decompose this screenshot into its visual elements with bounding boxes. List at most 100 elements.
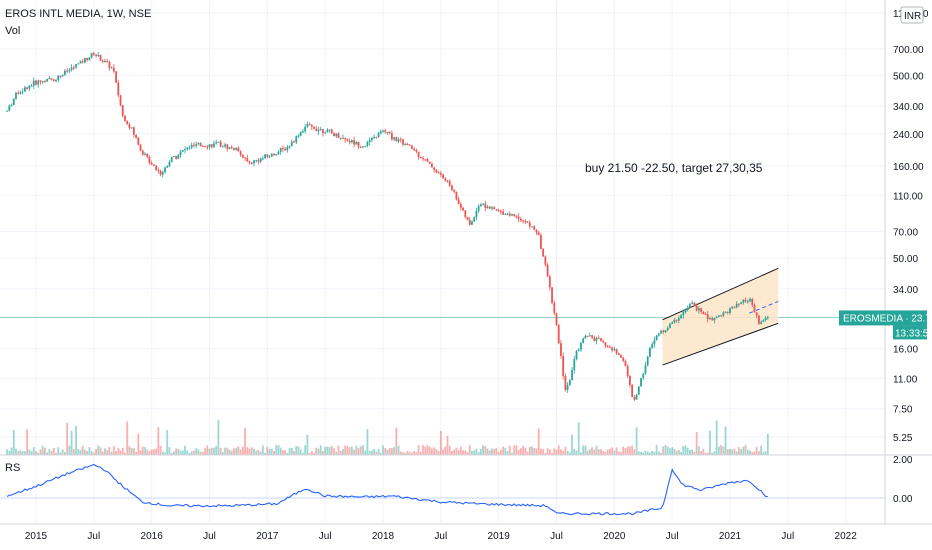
volume-bar: [177, 449, 180, 455]
volume-bar: [540, 448, 542, 455]
volume-bar: [551, 452, 553, 455]
candle-body: [302, 131, 304, 133]
volume-bar: [462, 450, 464, 455]
candle-body: [213, 143, 215, 147]
candle-body: [164, 167, 166, 172]
volume-bar: [466, 452, 469, 455]
candle-body: [210, 144, 213, 147]
volume-bar: [448, 445, 451, 455]
candle-body: [528, 222, 531, 227]
candle-body: [10, 105, 13, 107]
candle-body: [437, 172, 440, 174]
volume-bar: [77, 448, 80, 455]
volume-bar: [10, 447, 13, 455]
regression-channel[interactable]: [662, 267, 779, 366]
candle-body: [277, 151, 280, 155]
volume-bar: [335, 451, 338, 455]
candle-body: [524, 220, 527, 222]
candle-body: [604, 342, 607, 346]
volume-bar: [666, 446, 669, 455]
volume-bar: [164, 452, 166, 455]
volume-bar: [437, 450, 440, 455]
candle-body: [124, 115, 126, 121]
price-tick-label: 110.00: [893, 192, 923, 203]
volume-bar: [106, 450, 109, 455]
candle-body: [657, 333, 660, 336]
volume-bar: [615, 447, 618, 455]
candle-body: [535, 229, 538, 233]
currency-unit-label: INR: [904, 11, 921, 22]
candle-body: [370, 137, 373, 141]
candle-body: [390, 133, 393, 140]
volume-bar: [297, 446, 300, 455]
candle-body: [310, 124, 313, 127]
candle-body: [32, 80, 35, 86]
candle-body: [195, 143, 198, 146]
candle-body: [201, 146, 204, 148]
volume-bar: [52, 448, 55, 455]
candle-body: [642, 373, 645, 379]
candle-body: [499, 211, 502, 213]
candle-body: [379, 131, 382, 134]
volume-bar: [680, 451, 682, 455]
volume-bar: [37, 452, 40, 455]
candle-body: [564, 376, 567, 390]
volume-bar: [537, 428, 540, 455]
volume-bar: [101, 451, 104, 455]
volume-bar: [188, 452, 191, 455]
candle-body: [17, 92, 20, 94]
volume-bar: [228, 449, 231, 455]
volume-bar: [419, 451, 422, 455]
volume-bar: [731, 449, 734, 455]
volume-bar: [548, 449, 551, 455]
candle-body: [342, 137, 344, 139]
price-tick-label: 34.00: [893, 285, 918, 296]
volume-bar: [580, 452, 582, 455]
candle-body: [533, 226, 536, 230]
candle-body: [620, 355, 622, 358]
volume-bar: [337, 445, 340, 455]
time-axis-label: 2021: [719, 531, 742, 542]
candle-body: [555, 313, 558, 325]
candle-body: [602, 340, 605, 343]
rs-pane[interactable]: [0, 463, 885, 516]
candle-body: [144, 153, 146, 155]
volume-bar: [275, 445, 278, 455]
volume-bar: [562, 450, 565, 455]
candle-body: [384, 130, 387, 133]
volume-bar: [588, 449, 591, 455]
candle-body: [431, 163, 433, 168]
candle-body: [355, 142, 358, 145]
volume-bar: [584, 445, 587, 455]
price-candles[interactable]: [6, 51, 769, 402]
candle-body: [640, 378, 642, 387]
price-tick-label: 500.00: [893, 72, 924, 83]
volume-bar: [475, 448, 478, 455]
volume-bar: [571, 434, 573, 455]
volume-bar: [439, 430, 442, 455]
volume-bar: [21, 451, 24, 455]
candle-body: [373, 136, 376, 138]
volume-bar: [108, 447, 111, 455]
volume-bar: [46, 452, 49, 455]
candle-body: [359, 146, 362, 148]
candle-body: [288, 146, 291, 148]
volume-bar: [175, 448, 178, 455]
candle-body: [399, 139, 402, 141]
volume-bar: [346, 445, 349, 455]
volume-bar: [295, 445, 298, 455]
candle-body: [624, 360, 627, 367]
candle-body: [193, 144, 195, 146]
volume-bar: [241, 446, 244, 455]
volume-bar: [471, 450, 473, 455]
volume-bar: [528, 446, 531, 455]
volume-bar: [141, 446, 144, 455]
price-tick-label: 7.50: [893, 405, 913, 416]
volume-bar: [330, 445, 333, 455]
candle-body: [204, 146, 206, 148]
volume-bar: [479, 449, 482, 455]
candle-body: [571, 369, 573, 381]
volume-bar: [444, 446, 447, 455]
volume-bar: [293, 450, 295, 455]
